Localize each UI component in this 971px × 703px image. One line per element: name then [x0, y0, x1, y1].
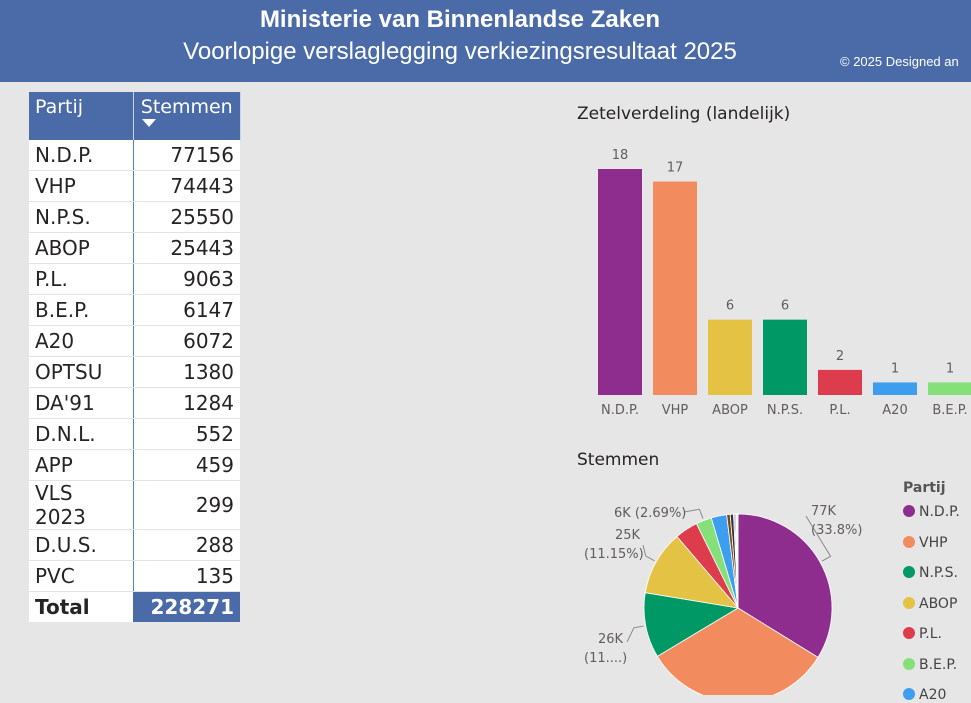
legend-label: P.L. [919, 626, 942, 642]
pie-data-label: (11.15%) [584, 547, 644, 562]
seat-category-label: N.P.S. [767, 403, 803, 418]
legend-color-dot [903, 505, 915, 517]
seat-category-label: VHP [662, 403, 689, 418]
legend-label: VHP [919, 535, 948, 551]
seat-bar[interactable] [818, 370, 862, 395]
seat-category-label: ABOP [712, 403, 748, 418]
legend-item[interactable]: N.D.P. [903, 504, 960, 520]
legend-item[interactable]: ABOP [903, 596, 957, 612]
seat-value-label: 17 [667, 161, 684, 176]
legend-item[interactable]: A20 [903, 687, 946, 703]
seat-value-label: 6 [781, 299, 789, 314]
seat-category-label: A20 [882, 403, 907, 418]
seat-value-label: 18 [612, 148, 629, 163]
seat-bar[interactable] [598, 169, 642, 395]
pie-data-label: 25K [615, 528, 641, 543]
seat-bar[interactable] [763, 320, 807, 395]
legend-color-dot [903, 627, 915, 639]
seat-bar[interactable] [653, 182, 697, 395]
pie-leader-line [627, 626, 644, 642]
seat-category-label: P.L. [829, 403, 850, 418]
legend-title: Partij [903, 480, 946, 496]
legend-label: B.E.P. [919, 657, 957, 673]
legend-label: N.D.P. [919, 504, 960, 520]
seat-value-label: 1 [891, 361, 899, 376]
legend-label: ABOP [919, 596, 957, 612]
legend-label: A20 [919, 687, 946, 703]
legend-item[interactable]: N.P.S. [903, 565, 958, 581]
legend-item[interactable]: B.E.P. [903, 657, 957, 673]
legend-color-dot [903, 597, 915, 609]
pie-data-label: (33.8%) [811, 523, 862, 538]
legend-label: N.P.S. [919, 565, 958, 581]
pie-leader-line [684, 509, 703, 518]
seat-bar[interactable] [873, 382, 917, 395]
pie-data-label: 6K (2.69%) [614, 506, 686, 521]
seat-category-label: B.E.P. [932, 403, 967, 418]
pie-data-label: (11....) [584, 651, 627, 666]
legend-color-dot [903, 566, 915, 578]
legend-color-dot [903, 688, 915, 700]
legend-color-dot [903, 536, 915, 548]
legend-item[interactable]: VHP [903, 535, 948, 551]
seat-bar[interactable] [708, 320, 752, 395]
seat-value-label: 6 [726, 299, 734, 314]
pie-data-label: 26K [598, 632, 624, 647]
pie-data-label: 77K [811, 504, 837, 519]
seat-value-label: 2 [836, 349, 844, 364]
legend-item[interactable]: P.L. [903, 626, 942, 642]
seat-category-label: N.D.P. [601, 403, 639, 418]
pie-leader-line [643, 545, 654, 561]
seat-bar[interactable] [928, 382, 971, 395]
legend-color-dot [903, 658, 915, 670]
seat-value-label: 1 [946, 361, 954, 376]
